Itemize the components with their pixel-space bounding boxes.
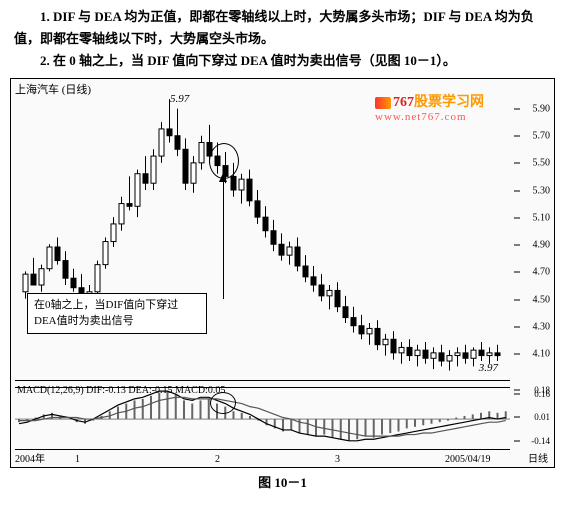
paragraph-2: 2. 在 0 轴之上，当 DIF 值向下穿过 DEA 值时为卖出信号（见图 10… xyxy=(14,50,551,72)
figure-caption: 图 10－1 xyxy=(0,472,565,491)
arrow-head-icon xyxy=(219,173,227,182)
macd-panel xyxy=(15,387,510,447)
paragraph-1: 1. DIF 与 DEA 均为正值，即都在零轴线以上时，大势属多头市场；DIF … xyxy=(14,6,551,50)
annotation-arrow xyxy=(223,179,224,299)
low-price-label: 3.97 xyxy=(479,362,498,374)
price-y-axis: 5.905.705.505.305.104.904.704.504.304.10 xyxy=(512,95,552,381)
intro-text: 1. DIF 与 DEA 均为正值，即都在零轴线以上时，大势属多头市场；DIF … xyxy=(0,0,565,76)
macd-y-axis: 0.180.160.01-0.14 xyxy=(512,387,552,447)
peak-price-label: 5.97 xyxy=(170,93,189,105)
chart-frame: 上海汽车 (日线) 767股票学习网 www.net767.com 5.97 在… xyxy=(10,78,555,468)
date-x-axis: 2004年1232005/04/19 xyxy=(15,449,510,467)
annotation-text-box: 在0轴之上，当DIF值向下穿过DEA值时为卖出信号 xyxy=(27,293,207,334)
x-axis-right-label: 日线 xyxy=(528,450,548,465)
candlestick-chart: 5.97 在0轴之上，当DIF值向下穿过DEA值时为卖出信号 3.97 xyxy=(15,95,510,381)
